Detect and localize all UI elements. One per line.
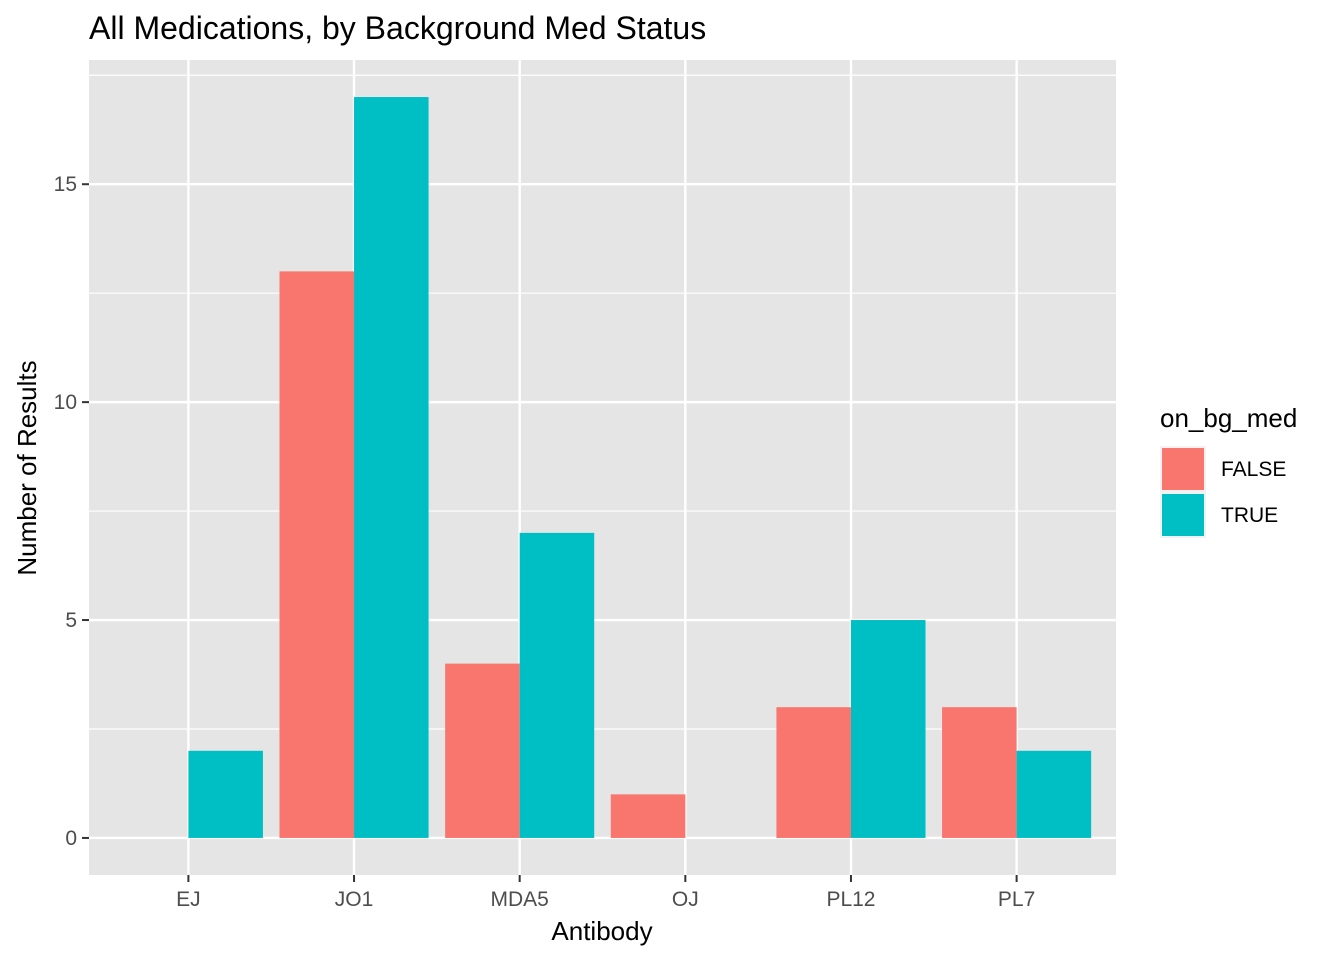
x-tick-label: MDA5	[490, 888, 548, 911]
bar-pl12-true	[850, 620, 926, 838]
legend-label-false: FALSE	[1221, 458, 1286, 481]
x-tick-label: JO1	[335, 888, 374, 911]
bars	[188, 97, 1092, 838]
x-tick-label: EJ	[176, 888, 201, 911]
y-tick-label: 5	[65, 609, 77, 632]
x-axis-title: Antibody	[551, 916, 652, 946]
legend: on_bg_med FALSE TRUE	[1160, 403, 1297, 538]
chart-title: All Medications, by Background Med Statu…	[89, 10, 706, 46]
bar-mda5-false	[445, 663, 520, 838]
y-tick-label: 10	[54, 391, 77, 414]
bar-jo1-true	[354, 97, 429, 838]
x-tick-label: PL12	[826, 888, 875, 911]
bar-mda5-true	[519, 532, 595, 838]
bar-ej-true	[188, 750, 263, 838]
legend-swatch-false	[1162, 448, 1204, 490]
bar-oj-false	[610, 794, 686, 838]
bar-pl7-true	[1016, 750, 1092, 838]
y-axis-title: Number of Results	[12, 360, 42, 575]
x-tick-label: PL7	[998, 888, 1035, 911]
bar-jo1-false	[279, 271, 355, 838]
y-axis: 0 5 10 15	[54, 173, 89, 850]
y-tick-label: 15	[54, 173, 77, 196]
y-tick-label: 0	[65, 827, 77, 850]
x-tick-label: OJ	[672, 888, 699, 911]
legend-label-true: TRUE	[1221, 504, 1278, 527]
x-axis: EJ JO1 MDA5 OJ PL12 PL7	[176, 875, 1035, 911]
legend-title: on_bg_med	[1160, 403, 1297, 433]
legend-swatch-true	[1162, 494, 1204, 536]
bar-pl7-false	[942, 707, 1017, 838]
bar-pl12-false	[776, 707, 851, 838]
